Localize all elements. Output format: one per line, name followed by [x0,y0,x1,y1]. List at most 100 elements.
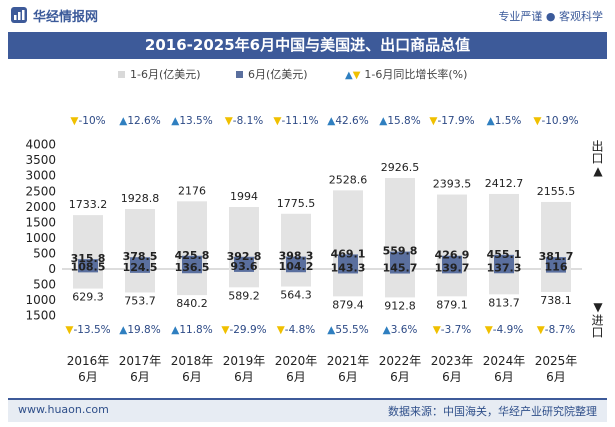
export-month-bar [234,256,254,269]
import-yoy-label-value: -8.7% [545,324,575,336]
import-month-label: 124.5 [123,261,158,274]
import-month-bar [546,269,566,273]
export-yoy-label-value: 13.5% [179,115,212,127]
up-triangle-icon: ▲ [327,324,336,336]
export-month-label: 398.3 [279,250,314,263]
export-yoy-label-value: -17.9% [437,115,474,127]
export-yoy-label-value: 1.5% [495,115,522,127]
down-triangle-icon: ▼ [65,324,74,336]
down-arrow-icon: ▼ [593,300,603,314]
chart-plot: 4000350030002500200015001000500050010001… [25,115,582,384]
x-tick-label-month: 6月 [130,370,150,384]
import-ytd-bar [437,269,467,297]
import-yoy-label: ▲11.8% [171,324,212,336]
x-tick-label-month: 6月 [494,370,514,384]
x-tick-label-month: 6月 [78,370,98,384]
import-ytd-label: 629.3 [72,291,104,304]
export-ytd-label: 1733.2 [69,198,108,211]
legend-swatch-ytd [118,70,125,78]
x-tick-label-year: 2022年 [379,354,422,368]
x-tick-label-year: 2023年 [431,354,474,368]
export-month-label: 455.1 [487,248,522,261]
export-yoy-label: ▲42.6% [327,115,368,127]
y-tick-label: 1000 [25,231,56,245]
import-ytd-label: 564.3 [280,289,312,302]
export-yoy-label-value: 12.6% [127,115,160,127]
import-ytd-bar [385,269,415,298]
import-ytd-label: 840.2 [176,297,208,310]
y-tick-label: 2500 [25,184,56,198]
down-triangle-icon: ▼ [70,115,79,127]
up-triangle-icon: ▲ [487,115,496,127]
up-triangle-icon: ▲ [327,115,336,127]
up-triangle-icon: ▲ [379,115,388,127]
import-yoy-label-value: 3.6% [391,324,418,336]
export-yoy-label: ▼-17.9% [429,115,474,127]
brand-logo-icon [11,7,27,23]
import-ytd-bar [73,269,103,289]
import-yoy-label: ▲55.5% [327,324,368,336]
side-label-import: ▼ 进口 [590,300,606,338]
import-ytd-label: 879.4 [332,298,364,311]
export-ytd-label: 1994 [230,190,258,203]
import-month-label: 137.3 [487,261,522,274]
import-ytd-bar [333,269,363,297]
slogan: 专业严谨 ● 客观科学 [498,10,603,23]
up-triangle-icon: ▲ [171,324,180,336]
import-ytd-bar [541,269,571,292]
legend-down-triangle-icon: ▼ [352,70,361,81]
x-tick-label-year: 2020年 [275,354,318,368]
down-triangle-icon: ▼ [277,324,286,336]
footer-url[interactable]: www.huaon.com [18,403,109,416]
export-ytd-label: 1928.8 [121,192,160,205]
export-month-bar [494,254,514,269]
x-tick-label-month: 6月 [390,370,410,384]
down-triangle-icon: ▼ [537,324,546,336]
x-tick-label-month: 6月 [338,370,358,384]
import-yoy-label-value: 55.5% [335,324,368,336]
export-month-bar [182,255,202,269]
top-bar: 华经情报网 专业严谨 ● 客观科学 [0,0,615,30]
up-triangle-icon: ▲ [383,324,392,336]
import-month-label: 143.3 [331,261,366,274]
y-tick-label: 500 [33,246,56,260]
up-arrow-icon: ▲ [593,164,603,178]
export-yoy-label: ▼-10% [70,115,105,127]
export-month-label: 378.5 [123,250,158,263]
x-tick-label-year: 2025年 [535,354,578,368]
x-tick-label-month: 6月 [546,370,566,384]
import-month-label: 139.7 [435,261,470,274]
side-label-import-text: 进口 [590,314,604,338]
export-month-bar [338,254,358,269]
import-ytd-label: 589.2 [228,289,260,302]
export-ytd-label: 2155.5 [537,185,576,198]
import-yoy-label: ▼-4.8% [277,324,316,336]
side-label-export-text: 出口 [590,140,604,164]
import-yoy-label-value: -3.7% [441,324,471,336]
y-tick-label: 0 [48,262,56,276]
x-tick-label-month: 6月 [234,370,254,384]
import-yoy-label: ▼-8.7% [537,324,576,336]
import-yoy-label: ▼-3.7% [433,324,472,336]
import-month-label: 136.5 [175,261,210,274]
export-yoy-label: ▲1.5% [487,115,522,127]
y-tick-label: 4000 [25,138,56,152]
import-yoy-label: ▲19.8% [119,324,160,336]
legend-label-ytd: 1-6月(亿美元) [130,68,201,81]
y-tick-label: 1500 [25,309,56,323]
import-month-bar [494,269,514,274]
y-tick-label: 1000 [25,293,56,307]
export-yoy-label: ▼-11.1% [273,115,318,127]
chart-title: 2016-2025年6月中国与美国进、出口商品总值 [8,32,607,59]
export-yoy-label-value: 15.8% [387,115,420,127]
up-triangle-icon: ▲ [171,115,180,127]
export-month-bar [286,256,306,269]
import-month-label: 93.6 [230,260,257,273]
import-month-bar [338,269,358,274]
import-month-label: 116 [545,261,568,274]
import-yoy-label-value: -13.5% [73,324,110,336]
import-month-label: 108.5 [71,260,106,273]
export-yoy-label-value: -8.1% [233,115,263,127]
footer-source: 数据来源：中国海关，华经产业研究院整理 [388,405,597,418]
export-month-bar [390,251,410,269]
